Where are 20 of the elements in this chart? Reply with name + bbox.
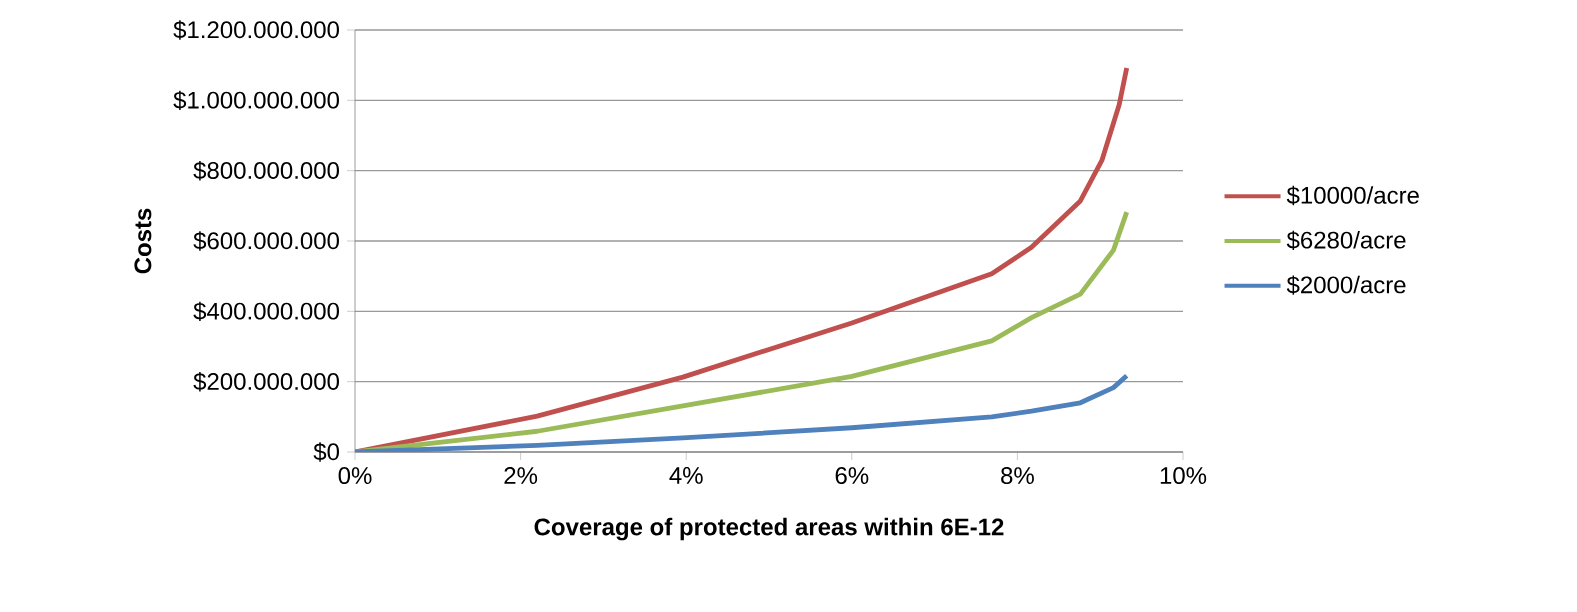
x-tick-label: 8% bbox=[1001, 467, 1034, 485]
y-tick-label: $1.000.000.000 bbox=[173, 90, 339, 111]
x-tick-label: 4% bbox=[669, 467, 703, 484]
y-axis-title: Costs bbox=[134, 208, 152, 274]
x-tick-label: 10% bbox=[1160, 467, 1207, 485]
y-tick-label: $600.000.000 bbox=[193, 231, 339, 251]
x-tick-label: 6% bbox=[835, 467, 869, 485]
x-tick-label: 2% bbox=[504, 467, 538, 484]
y-tick-label: $0 bbox=[313, 442, 340, 462]
x-tick-label: 0% bbox=[338, 467, 372, 485]
legend-label: $10000/acre bbox=[1286, 185, 1419, 206]
y-tick-label: $200.000.000 bbox=[193, 371, 339, 392]
x-axis-title: Coverage of protected areas within 6E-12 bbox=[534, 517, 1004, 541]
y-tick-label: $1.200.000.000 bbox=[173, 20, 339, 40]
legend-label: $2000/acre bbox=[1286, 275, 1406, 295]
line-series bbox=[355, 373, 1130, 452]
legend-label: $6280/acre bbox=[1286, 230, 1406, 251]
y-tick-label: $400.000.000 bbox=[193, 301, 339, 322]
y-tick-label: $800.000.000 bbox=[193, 160, 339, 181]
line-series bbox=[355, 209, 1130, 452]
